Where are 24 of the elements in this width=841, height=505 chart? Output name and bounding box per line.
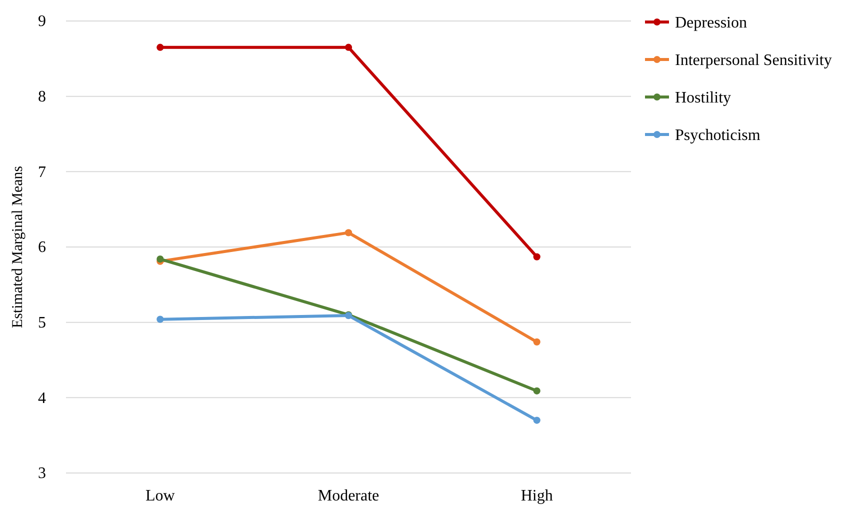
point — [156, 316, 164, 323]
legend-label: Interpersonal Sensitivity — [675, 52, 832, 70]
point — [533, 387, 540, 394]
y-tick-label: 7 — [38, 164, 46, 181]
y-tick-label: 5 — [38, 314, 46, 332]
y-axis-title: Estimated Marginal Means — [10, 166, 26, 328]
x-tick-label: Moderate — [318, 487, 380, 504]
point — [533, 253, 540, 260]
y-tick-label: 9 — [38, 13, 46, 30]
legend-label: Depression — [675, 14, 747, 32]
x-tick-label: Low — [146, 487, 176, 504]
point — [344, 229, 352, 236]
x-tick-label: High — [520, 487, 553, 504]
point — [156, 44, 164, 51]
legend-label: Psychoticism — [675, 127, 761, 144]
y-tick-label: 4 — [38, 390, 46, 407]
point — [344, 44, 352, 51]
point — [533, 416, 540, 424]
point — [533, 338, 540, 346]
legend-label: Hostility — [675, 90, 732, 107]
y-tick-label: 6 — [38, 239, 46, 256]
y-tick-label: 8 — [38, 88, 46, 106]
y-tick-label: 3 — [38, 465, 46, 482]
point — [156, 255, 164, 263]
